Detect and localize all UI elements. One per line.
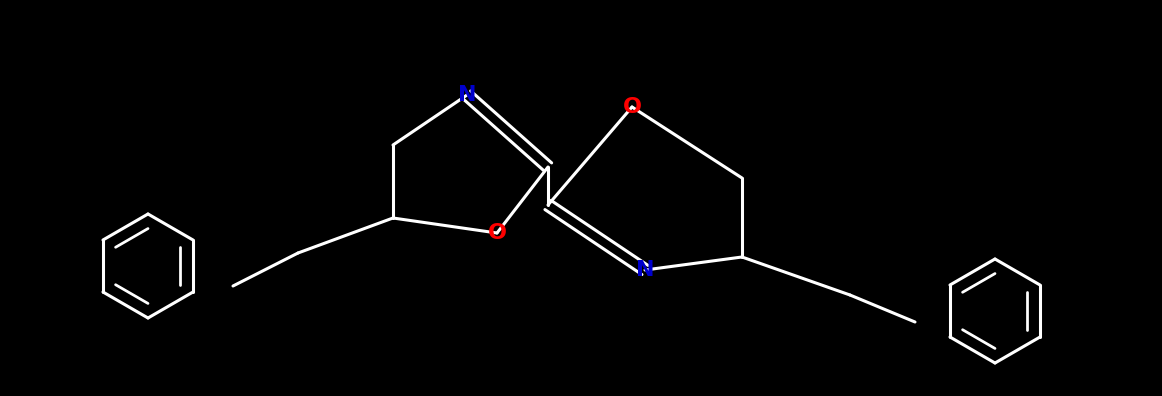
Text: N: N <box>458 85 476 105</box>
Text: O: O <box>623 97 641 117</box>
Text: O: O <box>488 223 507 243</box>
Text: N: N <box>636 260 654 280</box>
